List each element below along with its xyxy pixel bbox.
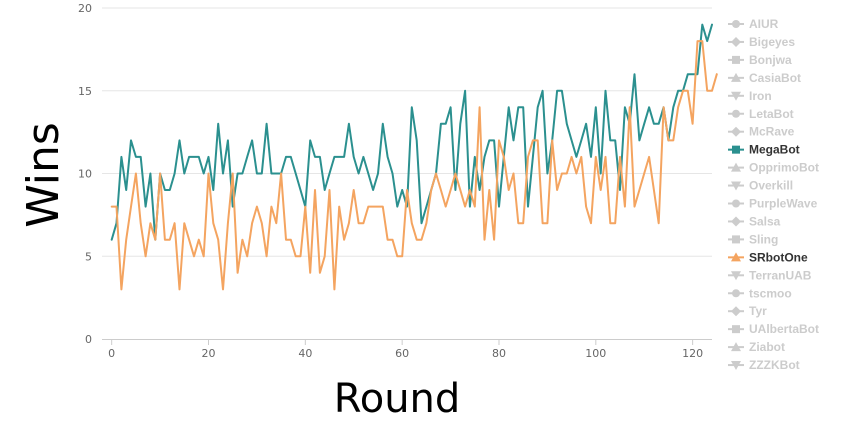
legend-item-tscmoo[interactable]: tscmoo <box>728 286 792 300</box>
legend-item-opprimobot[interactable]: OpprimoBot <box>728 161 819 175</box>
legend-item-bonjwa[interactable]: Bonjwa <box>728 53 792 67</box>
legend-marker-icon <box>732 109 740 118</box>
legend-marker-icon <box>731 216 741 227</box>
legend-label: ZZZKBot <box>749 358 800 372</box>
x-tick-label: 20 <box>202 347 216 360</box>
x-tick-label: 60 <box>395 347 409 360</box>
x-tick-marks <box>111 339 694 345</box>
legend-item-overkill[interactable]: Overkill <box>728 179 793 193</box>
legend-marker-icon <box>732 145 740 154</box>
legend-marker-icon <box>731 162 741 172</box>
y-tick-label: 20 <box>78 2 92 15</box>
x-tick-label: 80 <box>492 347 506 360</box>
legend-marker-icon <box>732 199 740 208</box>
legend-label: Tyr <box>749 304 767 318</box>
y-tick-label: 10 <box>78 168 92 181</box>
legend: AIUR Bigeyes Bonjwa CasiaBot Iron LetaBot McRa… <box>728 17 819 372</box>
legend-label: Bigeyes <box>749 35 795 49</box>
legend-item-megabot[interactable]: MegaBot <box>728 143 800 157</box>
y-tick-labels: 0 5 10 15 20 <box>78 2 92 346</box>
grid-lines <box>102 7 712 257</box>
legend-marker-icon <box>732 289 740 298</box>
legend-marker-icon <box>731 91 741 101</box>
legend-item-purplewave[interactable]: PurpleWave <box>728 197 818 211</box>
legend-label: PurpleWave <box>749 197 818 211</box>
y-axis-title: Wins <box>18 122 69 228</box>
legend-marker-icon <box>731 126 741 137</box>
x-tick-label: 120 <box>682 347 703 360</box>
legend-label: UAlbertaBot <box>749 322 819 336</box>
legend-item-iron[interactable]: Iron <box>728 89 772 103</box>
legend-marker-icon <box>731 342 741 352</box>
legend-label: CasiaBot <box>749 71 801 85</box>
legend-item-casiabot[interactable]: CasiaBot <box>728 71 801 85</box>
y-tick-label: 15 <box>78 85 92 98</box>
legend-marker-icon <box>731 181 741 191</box>
legend-label: McRave <box>749 125 795 139</box>
legend-label: Bonjwa <box>749 53 792 67</box>
legend-item-bigeyes[interactable]: Bigeyes <box>728 35 795 49</box>
legend-label: Ziabot <box>749 340 785 354</box>
legend-item-sling[interactable]: Sling <box>728 232 778 246</box>
legend-item-srbotone[interactable]: SRbotOne <box>728 250 808 264</box>
legend-label: TerranUAB <box>749 268 812 282</box>
legend-label: SRbotOne <box>749 250 808 264</box>
legend-label: Sling <box>749 232 778 246</box>
x-tick-label: 100 <box>585 347 606 360</box>
legend-label: OpprimoBot <box>749 161 819 175</box>
x-tick-label: 0 <box>108 347 115 360</box>
legend-marker-icon <box>731 252 741 262</box>
legend-item-tyr[interactable]: Tyr <box>728 304 767 318</box>
legend-label: Salsa <box>749 214 781 228</box>
legend-marker-icon <box>732 55 740 64</box>
series-lines <box>110 23 718 291</box>
legend-label: MegaBot <box>749 143 800 157</box>
legend-item-terranuab[interactable]: TerranUAB <box>728 268 812 282</box>
legend-item-ualbertabot[interactable]: UAlbertaBot <box>728 322 819 336</box>
legend-marker-icon <box>731 72 741 82</box>
legend-item-zzzkbot[interactable]: ZZZKBot <box>728 358 800 372</box>
x-axis-title: Round <box>334 376 461 422</box>
legend-marker-icon <box>732 325 740 334</box>
legend-marker-icon <box>732 235 740 244</box>
legend-item-mcrave[interactable]: McRave <box>728 125 795 139</box>
x-tick-labels: 0 20 40 60 80 100 120 <box>108 347 703 360</box>
legend-label: Iron <box>749 89 772 103</box>
series-line-srbotone <box>110 40 718 291</box>
legend-item-letabot[interactable]: LetaBot <box>728 107 794 121</box>
legend-marker-icon <box>731 306 741 317</box>
legend-label: tscmoo <box>749 286 792 300</box>
legend-marker-icon <box>732 20 740 28</box>
legend-marker-icon <box>731 36 741 47</box>
y-tick-label: 5 <box>85 250 92 263</box>
legend-item-ziabot[interactable]: Ziabot <box>728 340 785 354</box>
legend-marker-icon <box>731 271 741 281</box>
x-tick-label: 40 <box>298 347 312 360</box>
legend-label: Overkill <box>749 179 793 193</box>
series-line-megabot <box>110 23 713 241</box>
legend-label: LetaBot <box>749 107 794 121</box>
legend-item-salsa[interactable]: Salsa <box>728 214 781 228</box>
y-tick-label: 0 <box>85 333 92 346</box>
legend-marker-icon <box>731 361 741 371</box>
legend-item-aiur[interactable]: AIUR <box>728 17 779 31</box>
legend-label: AIUR <box>749 17 779 31</box>
